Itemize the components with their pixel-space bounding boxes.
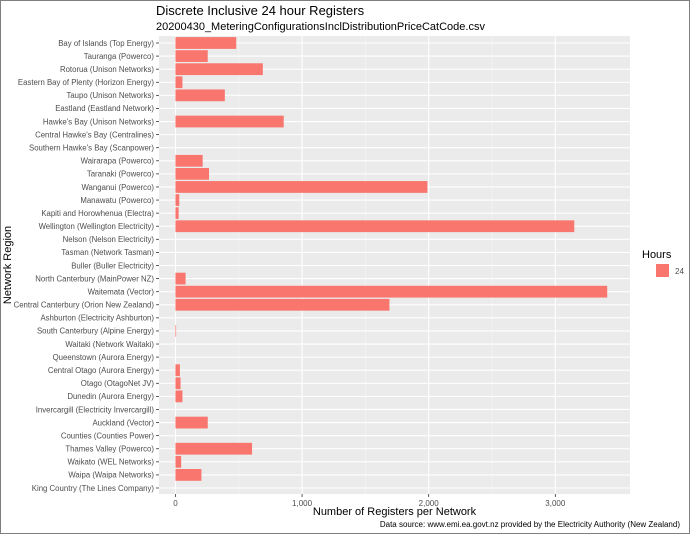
x-tick-label: 1,000 <box>292 499 313 508</box>
legend-key <box>656 264 669 277</box>
legend-label: 24 <box>675 267 684 276</box>
y-tick-label: Wairarapa (Powerco) <box>81 157 155 166</box>
y-tick-label: Central Canterbury (Orion New Zealand) <box>14 301 155 310</box>
bar <box>175 442 253 455</box>
y-tick-label: Wellington (Wellington Electricity) <box>39 222 155 231</box>
bar <box>175 325 177 337</box>
y-tick-label: Queenstown (Aurora Energy) <box>53 353 155 362</box>
bar <box>175 455 182 468</box>
y-tick-label: Wanganui (Powerco) <box>81 183 154 192</box>
y-tick-label: Buller (Buller Electricity) <box>71 261 154 270</box>
bars-group <box>175 37 608 481</box>
bar <box>175 89 225 102</box>
bar <box>175 285 608 298</box>
bar <box>175 390 183 403</box>
y-tick-label: Central Otago (Aurora Energy) <box>48 366 155 375</box>
y-tick-label: Hawke's Bay (Unison Networks) <box>43 117 155 126</box>
chart-title: Discrete Inclusive 24 hour Registers <box>156 3 365 18</box>
bar <box>175 37 237 49</box>
bar <box>175 364 180 377</box>
y-tick-label: Nelson (Nelson Electricity) <box>63 235 155 244</box>
bar <box>175 207 179 220</box>
y-tick-label: Invercargill (Electricity Invercargill) <box>36 405 155 414</box>
y-tick-label: South Canterbury (Alpine Energy) <box>37 327 154 336</box>
y-tick-label: Eastern Bay of Plenty (Horizon Energy) <box>18 78 154 87</box>
y-tick-label: Rotorua (Unison Networks) <box>60 65 154 74</box>
bar <box>175 416 208 429</box>
y-tick-label: Manawatu (Powerco) <box>80 196 154 205</box>
y-tick-label: Waitemata (Vector) <box>88 287 155 296</box>
y-tick-label: Taranaki (Powerco) <box>87 170 155 179</box>
y-tick-label: Southern Hawke's Bay (Scanpower) <box>29 144 154 153</box>
y-tick-label: Counties (Counties Power) <box>61 431 155 440</box>
bar <box>175 469 202 481</box>
y-tick-label: Eastland (Eastland Network) <box>55 104 154 113</box>
bar <box>175 272 186 285</box>
bar <box>175 298 390 311</box>
bar <box>175 377 181 390</box>
bar <box>175 220 575 233</box>
y-tick-label: Auckland (Vector) <box>92 418 154 427</box>
bar <box>175 181 428 193</box>
y-tick-label: Tauranga (Powerco) <box>84 52 155 61</box>
bar <box>175 63 263 76</box>
bar <box>175 154 203 167</box>
y-tick-label: Waipa (Waipa Networks) <box>68 471 154 480</box>
y-tick-label: Tasman (Network Tasman) <box>61 248 154 257</box>
y-tick-label: Otago (OtagoNet JV) <box>81 379 155 388</box>
y-tick-label: Dunedin (Aurora Energy) <box>67 392 154 401</box>
y-tick-label: Waitaki (Network Waitaki) <box>65 340 154 349</box>
y-tick-label: North Canterbury (MainPower NZ) <box>35 274 154 283</box>
bar <box>175 76 183 89</box>
bar <box>175 50 208 62</box>
y-tick-label: Thames Valley (Powerco) <box>65 445 154 454</box>
y-tick-label: Ashburton (Electricity Ashburton) <box>40 314 154 323</box>
bar <box>175 194 180 206</box>
y-axis-ticks: Bay of Islands (Top Energy) Tauranga (Pow… <box>14 39 159 493</box>
y-tick-label: Central Hawke's Bay (Centralines) <box>35 130 154 139</box>
y-tick-label: Kapiti and Horowhenua (Electra) <box>41 209 154 218</box>
bar <box>175 167 210 180</box>
y-tick-label: Bay of Islands (Top Energy) <box>58 39 154 48</box>
legend: Hours 24 <box>642 249 684 277</box>
bar <box>175 115 284 128</box>
legend-title: Hours <box>642 249 672 261</box>
x-axis-ticks: 0 1,000 2,000 3,000 <box>173 494 566 508</box>
caption: Data source: www.emi.ea.govt.nz provided… <box>380 520 680 529</box>
x-tick-label: 0 <box>173 499 178 508</box>
y-tick-label: Waikato (WEL Networks) <box>67 458 154 467</box>
chart-subtitle: 20200430_MeteringConfigurationsInclDistr… <box>156 21 485 33</box>
y-tick-label: King Country (The Lines Company) <box>32 484 155 493</box>
y-axis-title: Network Region <box>2 226 14 304</box>
x-tick-label: 2,000 <box>419 499 440 508</box>
x-tick-label: 3,000 <box>545 499 566 508</box>
y-tick-label: Taupo (Unison Networks) <box>66 91 154 100</box>
x-axis-title: Number of Registers per Network <box>313 506 477 518</box>
